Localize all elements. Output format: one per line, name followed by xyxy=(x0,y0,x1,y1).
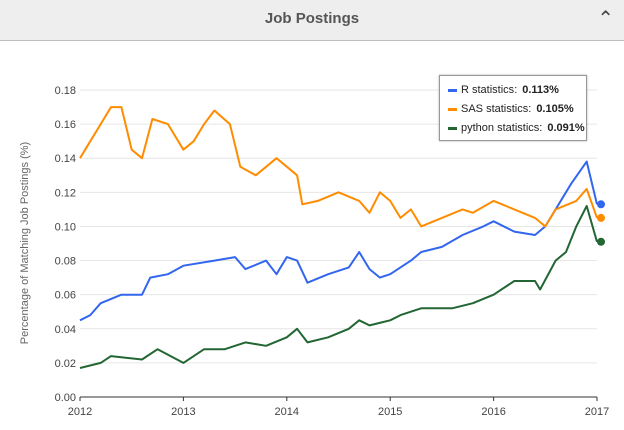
legend-swatch xyxy=(448,126,457,130)
legend-item-r: R statistics:0.113% xyxy=(448,84,559,96)
y-axis-label: Percentage of Matching Job Postings (%) xyxy=(19,142,31,344)
legend-label: python statistics xyxy=(461,122,540,134)
x-tick-label: 2017 xyxy=(585,406,609,418)
legend-label: SAS statistics xyxy=(461,103,529,115)
chart-legend: R statistics:0.113% SAS statistics:0.105… xyxy=(439,75,587,141)
x-tick-label: 2014 xyxy=(275,406,299,418)
y-tick-label: 0.18 xyxy=(55,85,76,97)
series-end-marker xyxy=(597,237,605,246)
y-tick-label: 0.06 xyxy=(55,290,76,302)
series-line-sas xyxy=(79,106,598,228)
x-tick-label: 2016 xyxy=(481,406,505,418)
y-tick-label: 0.04 xyxy=(55,324,76,336)
y-tick-label: 0.02 xyxy=(55,358,76,370)
x-tick-label: 2015 xyxy=(378,406,402,418)
y-tick-label: 0.10 xyxy=(55,221,76,233)
legend-swatch xyxy=(448,88,457,92)
legend-swatch xyxy=(448,107,457,111)
series-end-marker xyxy=(597,200,605,209)
x-tick-label: 2012 xyxy=(68,406,92,418)
y-tick-label: 0.14 xyxy=(55,153,76,165)
series-line-python xyxy=(79,205,598,369)
y-tick-label: 0.16 xyxy=(55,119,76,131)
legend-item-python: python statistics:0.091% xyxy=(448,122,585,134)
panel-title: Job Postings xyxy=(264,10,360,27)
y-tick-label: 0.12 xyxy=(55,187,76,199)
legend-value: 0.105% xyxy=(536,103,574,115)
series-line-r xyxy=(79,160,598,322)
y-tick-label: 0.08 xyxy=(55,256,76,268)
legend-item-sas: SAS statistics:0.105% xyxy=(448,103,574,115)
x-tick-label: 2013 xyxy=(171,406,195,418)
panel-header: Job Postings ⌃ xyxy=(0,0,624,41)
y-tick-label: 0.00 xyxy=(55,392,76,404)
legend-value: 0.113% xyxy=(522,84,559,96)
chevron-up-icon[interactable]: ⌃ xyxy=(597,8,614,30)
legend-label: R statistics xyxy=(461,84,515,96)
series-end-marker xyxy=(597,213,605,222)
legend-value: 0.091% xyxy=(547,122,585,134)
